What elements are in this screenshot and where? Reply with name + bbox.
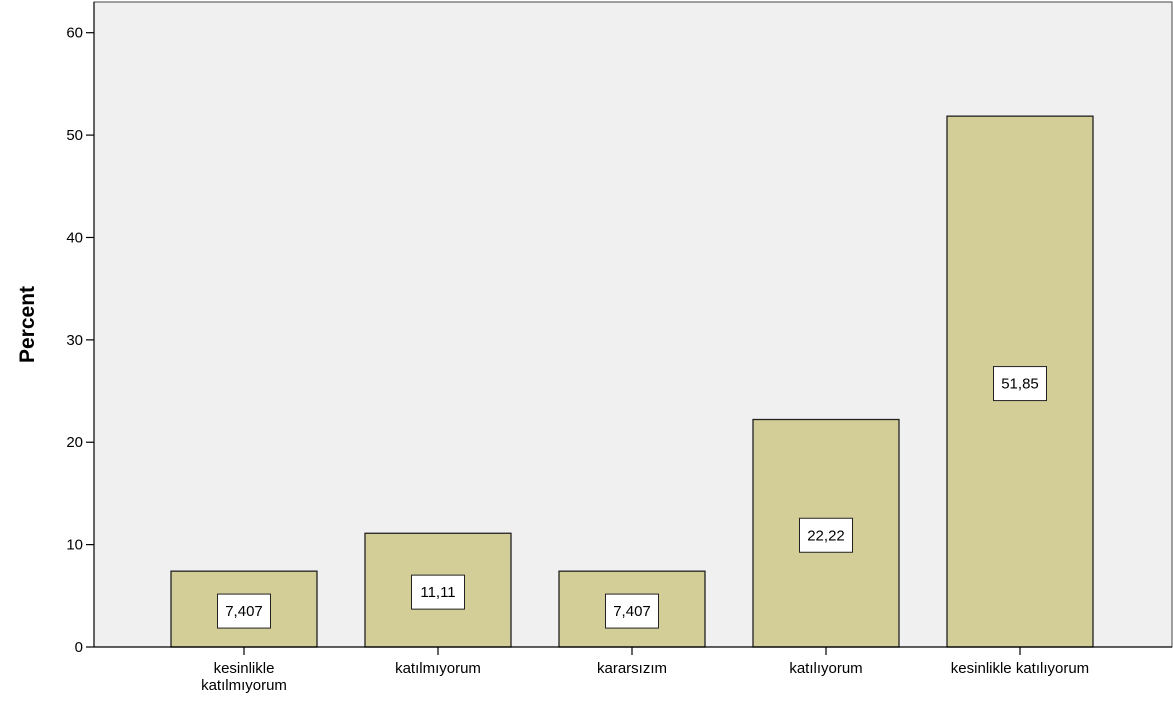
data-label: 22,22 bbox=[807, 527, 845, 544]
x-category-label: kesinlikle katılmıyorum bbox=[201, 660, 287, 694]
x-category-label: kararsızım bbox=[597, 660, 667, 677]
data-label-box bbox=[993, 366, 1047, 402]
bars-group: 7,407 11,11 7,407 22,22 51,85 bbox=[170, 115, 1094, 648]
data-label-box bbox=[799, 517, 853, 553]
y-tick-label: 40 bbox=[66, 229, 83, 246]
data-label: 7,407 bbox=[613, 603, 651, 620]
y-tick-label: 10 bbox=[66, 537, 83, 554]
x-axis-ticks: kesinlikle katılmıyorum katılmıyorum karars… bbox=[201, 647, 1089, 694]
data-label: 51,85 bbox=[1001, 376, 1039, 393]
y-tick-label: 50 bbox=[66, 127, 83, 144]
data-label-box bbox=[411, 574, 465, 610]
x-category-label: kesinlikle katılıyorum bbox=[951, 660, 1089, 677]
data-label: 7,407 bbox=[225, 603, 263, 620]
y-axis-ticks: 0 10 20 30 40 50 60 bbox=[66, 25, 94, 656]
y-axis-title: Percent bbox=[16, 286, 39, 363]
data-label-box bbox=[217, 593, 271, 629]
data-label: 11,11 bbox=[420, 584, 455, 601]
y-tick-label: 60 bbox=[66, 25, 83, 42]
y-tick-label: 20 bbox=[66, 434, 83, 451]
x-category-label: katılmıyorum bbox=[395, 660, 481, 677]
y-tick-label: 0 bbox=[75, 639, 83, 656]
data-label-box bbox=[605, 593, 659, 629]
x-category-label: katılıyorum bbox=[789, 660, 862, 677]
y-tick-label: 30 bbox=[66, 332, 83, 349]
